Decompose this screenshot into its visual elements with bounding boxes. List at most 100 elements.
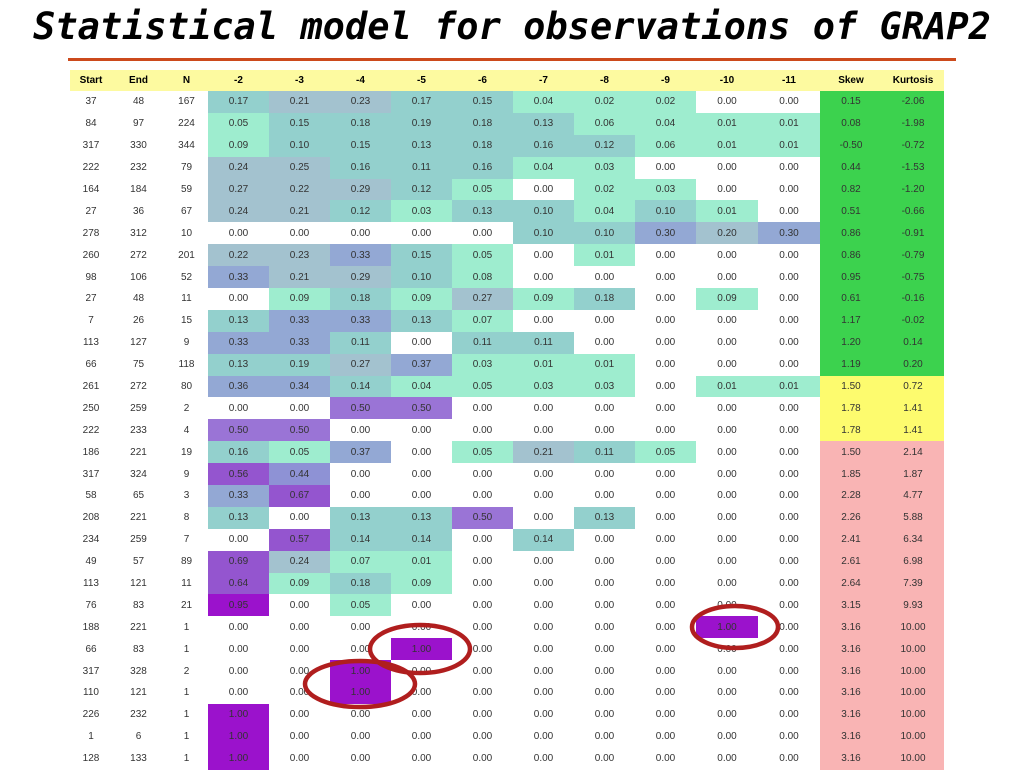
table-cell: 1.00 [208, 747, 269, 770]
table-cell: 37 [85, 96, 97, 108]
table-cell: 0.82 [820, 178, 882, 201]
table-row: 317 324 9 0.56 0.44 0.00 0.00 0.00 0.00 0.00 0.00 0… [70, 463, 944, 486]
table-cell: 0.00 [208, 616, 269, 639]
table-cell: 21 [180, 599, 193, 611]
table-cell: 0.00 [758, 397, 820, 420]
table-cell: 6.34 [882, 528, 944, 551]
table-cell: 0.11 [330, 331, 391, 354]
table-cell: 0.17 [208, 91, 269, 113]
table-cell: 0.00 [758, 572, 820, 595]
table-cell: 3.16 [820, 660, 882, 683]
table-cell: 0.33 [330, 309, 391, 332]
table-cell: -0.50 [820, 134, 882, 157]
table-cell: -1.98 [882, 112, 944, 135]
table-cell: 0.00 [452, 572, 513, 595]
table-cell: 0.13 [208, 353, 269, 376]
table-cell: -1.20 [882, 178, 944, 201]
table-cell: 0.06 [635, 134, 696, 157]
table-cell: 0.04 [513, 91, 574, 113]
table-row: 37 48 167 0.17 0.21 0.23 0.17 0.15 0.04 0.02 0.02 0… [70, 91, 944, 113]
table-cell: 0.00 [513, 397, 574, 420]
table-cell: 0.00 [635, 266, 696, 289]
table-cell: 0.00 [696, 506, 758, 529]
table-cell: 250 [82, 402, 100, 414]
table-cell: 0.12 [574, 134, 635, 157]
table-cell: 0.10 [635, 200, 696, 223]
table-cell: 0.11 [574, 441, 635, 464]
table-cell: 0.01 [758, 134, 820, 157]
table-cell: 83 [132, 643, 145, 655]
column-header: -11 [758, 70, 820, 91]
table-cell: 233 [130, 424, 147, 436]
table-cell: 0.04 [513, 156, 574, 179]
table-cell: 0.00 [758, 156, 820, 179]
table-cell: 0.00 [574, 528, 635, 551]
table-cell: 1 [183, 643, 190, 655]
table-cell: 0.03 [574, 375, 635, 398]
table-cell: 2 [183, 665, 190, 677]
table-cell: 0.16 [452, 156, 513, 179]
table-cell: 0.18 [330, 112, 391, 135]
column-header: -8 [574, 70, 635, 91]
table-cell: 0.00 [574, 747, 635, 770]
table-cell: 0.14 [391, 528, 452, 551]
table-cell: 133 [130, 753, 147, 765]
table-cell: 0.09 [696, 288, 758, 310]
table-cell: 317 [82, 140, 100, 152]
table-cell: 0.00 [208, 682, 269, 704]
table-cell: 0.00 [696, 397, 758, 420]
table-cell: 3.16 [820, 703, 882, 726]
table-cell: 0.00 [758, 682, 820, 704]
table-cell: 330 [130, 140, 147, 152]
table-cell: 0.19 [391, 112, 452, 135]
table-cell: 0.00 [574, 572, 635, 595]
table-cell: 0.95 [208, 594, 269, 617]
table-cell: 0.18 [574, 288, 635, 310]
table-row: 317 328 2 0.00 0.00 1.00 0.00 0.00 0.00 0.00 0.00 0… [70, 660, 944, 683]
table-cell: 0.00 [635, 616, 696, 639]
table-cell: 0.00 [635, 463, 696, 486]
table-cell: 84 [85, 118, 97, 130]
table-cell: 2 [183, 402, 190, 414]
table-cell: 0.00 [696, 178, 758, 201]
table-cell: 0.00 [513, 463, 574, 486]
table-cell: 0.04 [635, 112, 696, 135]
table-cell: 0.00 [635, 747, 696, 770]
table-cell: 312 [130, 227, 147, 239]
table-cell: 1.41 [882, 419, 944, 442]
table-cell: 0.30 [635, 222, 696, 245]
slide-title: Statistical model for observations of GR… [33, 5, 991, 48]
table-cell: 0.18 [452, 134, 513, 157]
table-cell: 0.09 [208, 134, 269, 157]
column-header: -9 [635, 70, 696, 91]
table-cell: 0.12 [330, 200, 391, 223]
table-cell: 0.34 [269, 375, 330, 398]
column-header: Start [70, 70, 112, 91]
table-cell: 0.08 [452, 266, 513, 289]
table-cell: -0.75 [882, 266, 944, 289]
table-cell: 0.03 [452, 353, 513, 376]
table-cell: 0.04 [391, 375, 452, 398]
table-row: 58 65 3 0.33 0.67 0.00 0.00 0.00 0.00 0.00 0.00 0.0… [70, 485, 944, 507]
table-cell: 0.21 [269, 266, 330, 289]
table-cell: 0.00 [208, 638, 269, 661]
table-cell: 1.41 [882, 397, 944, 420]
table-cell: 0.00 [452, 638, 513, 661]
table-cell: 0.09 [269, 572, 330, 595]
table-cell: 97 [132, 118, 145, 130]
table-cell: 0.00 [574, 331, 635, 354]
table-row: 66 83 1 0.00 0.00 0.00 1.00 0.00 0.00 0.00 0.00 0.0… [70, 638, 944, 661]
table-cell: 0.00 [269, 703, 330, 726]
table-cell: 0.00 [330, 747, 391, 770]
table-cell: 2.14 [882, 441, 944, 464]
table-cell: 0.33 [208, 331, 269, 354]
table-cell: 0.00 [758, 550, 820, 573]
table-row: 113 121 11 0.64 0.09 0.18 0.09 0.00 0.00 0.00 0.00… [70, 572, 944, 595]
table-cell: 0.33 [269, 331, 330, 354]
table-cell: 3.16 [820, 747, 882, 770]
table-cell: 0.86 [820, 244, 882, 267]
table-cell: 208 [82, 512, 100, 524]
table-cell: 66 [85, 359, 97, 371]
column-header: -5 [391, 70, 452, 91]
table-cell: 1.78 [820, 419, 882, 442]
